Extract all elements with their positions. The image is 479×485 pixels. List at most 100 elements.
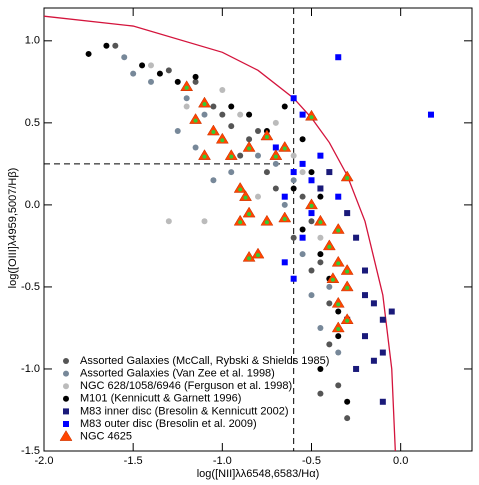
data-point — [239, 190, 252, 201]
data-point — [308, 218, 315, 225]
x-tick-label: -2.0 — [35, 455, 54, 467]
data-point-center — [345, 318, 350, 323]
data-point — [260, 214, 274, 226]
data-point — [215, 132, 229, 144]
data-point — [308, 169, 315, 176]
data-point — [233, 214, 247, 226]
data-point — [317, 251, 324, 258]
data-point — [251, 247, 265, 259]
data-point — [427, 111, 434, 118]
data-point — [326, 341, 333, 348]
data-point — [317, 324, 324, 331]
data-point — [344, 415, 351, 422]
data-point-center — [229, 154, 234, 159]
data-point — [165, 218, 172, 225]
data-point — [317, 193, 324, 200]
data-point — [255, 128, 261, 135]
legend-marker — [63, 395, 69, 402]
data-point — [290, 95, 297, 102]
data-point — [290, 185, 297, 192]
data-point — [335, 54, 342, 61]
data-point — [326, 300, 333, 307]
data-point — [370, 300, 377, 307]
data-point — [165, 67, 172, 74]
data-point-center — [238, 220, 243, 225]
data-point — [189, 113, 203, 124]
y-tick-label: -0.5 — [21, 281, 40, 293]
legend-label: M101 (Kennicutt & Garnett 1996) — [80, 393, 241, 405]
data-point — [299, 193, 306, 200]
data-point — [255, 193, 261, 200]
x-tick-label: 0.0 — [393, 455, 408, 467]
data-point-center — [184, 85, 189, 90]
x-tick-label: -1.0 — [213, 455, 232, 467]
data-point-center — [211, 130, 216, 135]
data-point — [299, 169, 306, 176]
data-point — [148, 78, 154, 85]
y-axis-label: log([OIII]λ4959,5007/Hβ) — [7, 168, 19, 289]
data-point — [246, 111, 253, 118]
x-tick-label: -0.5 — [302, 455, 321, 467]
data-point — [130, 70, 137, 77]
legend-label: M83 outer disc (Bresolin et al. 2009) — [80, 418, 257, 430]
data-point — [317, 152, 324, 159]
data-point-center — [220, 138, 225, 143]
data-point — [299, 160, 306, 167]
x-tick-label: -1.5 — [124, 455, 143, 467]
data-point — [353, 234, 360, 241]
data-point — [281, 201, 288, 208]
data-point — [192, 73, 199, 80]
data-point — [335, 308, 342, 315]
data-point — [335, 333, 342, 340]
data-point-center — [243, 195, 248, 200]
data-point — [299, 251, 306, 258]
data-point — [331, 321, 345, 333]
x-axis-label: log([NII]λλ6548,6583/Hα) — [197, 468, 320, 480]
data-point — [219, 87, 226, 94]
data-point — [317, 234, 324, 241]
y-tick-label: 0.5 — [25, 117, 40, 129]
data-point-center — [247, 146, 252, 151]
legend-marker — [63, 421, 69, 427]
data-point — [290, 152, 297, 159]
data-point — [299, 136, 306, 143]
data-point — [344, 398, 351, 405]
data-point-center — [336, 261, 341, 266]
data-point-center — [247, 212, 252, 217]
data-point — [299, 226, 306, 233]
data-point — [331, 296, 345, 308]
legend-marker — [59, 430, 73, 441]
data-point — [174, 78, 181, 85]
data-point — [362, 292, 368, 299]
data-point — [299, 234, 306, 241]
data-point-center — [345, 175, 350, 180]
data-point — [233, 181, 247, 193]
data-point — [308, 292, 315, 299]
data-point — [121, 54, 128, 61]
data-point — [335, 382, 342, 389]
data-point — [299, 111, 306, 118]
data-point — [344, 210, 351, 217]
data-point — [192, 78, 199, 85]
data-point — [139, 62, 146, 69]
data-point-center — [336, 326, 341, 331]
data-point — [103, 42, 110, 49]
data-point — [85, 50, 92, 57]
data-point — [219, 111, 226, 118]
data-point — [210, 103, 217, 110]
data-point — [362, 333, 368, 340]
data-point — [192, 144, 199, 151]
data-point — [290, 177, 297, 184]
data-point-center — [336, 302, 341, 307]
data-point-center — [309, 115, 314, 120]
data-point-center — [202, 154, 207, 159]
data-point-center — [264, 220, 269, 225]
data-point — [148, 62, 154, 69]
data-point-center — [318, 220, 323, 225]
data-point — [272, 144, 279, 151]
data-point — [317, 185, 324, 192]
data-point-center — [330, 277, 335, 282]
data-point — [379, 316, 386, 323]
data-point-center — [247, 256, 252, 261]
